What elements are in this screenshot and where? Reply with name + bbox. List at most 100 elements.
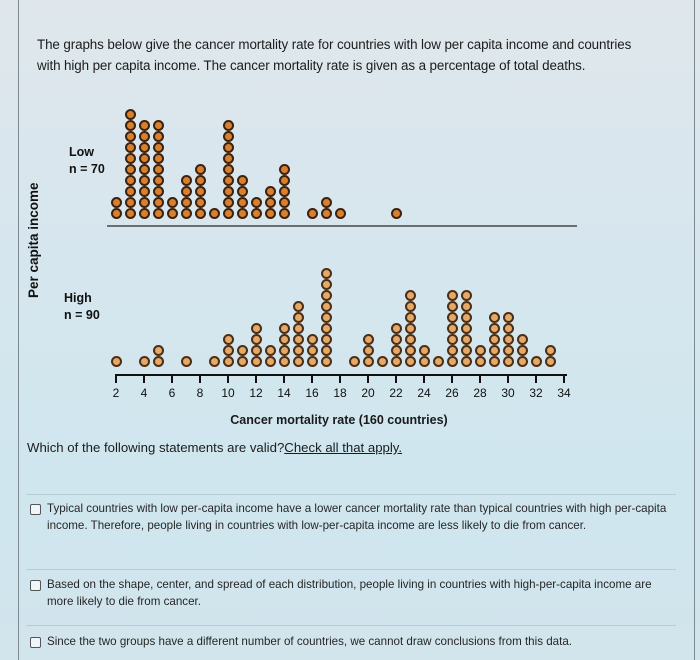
option-3[interactable]: Since the two groups have a different nu… xyxy=(30,633,670,650)
data-dot xyxy=(320,267,332,279)
question-text: Which of the following statements are va… xyxy=(27,440,285,455)
data-dot xyxy=(530,355,542,367)
data-dot xyxy=(488,344,500,356)
data-dot xyxy=(138,163,150,175)
x-tick xyxy=(311,374,313,383)
data-dot xyxy=(194,185,206,197)
data-dot xyxy=(446,333,458,345)
data-dot xyxy=(124,108,136,120)
x-tick xyxy=(143,374,145,383)
frame-border-right xyxy=(694,0,695,660)
data-dot xyxy=(152,130,164,142)
data-dot xyxy=(250,322,262,334)
option-3-checkbox[interactable] xyxy=(30,637,41,648)
data-dot xyxy=(320,278,332,290)
data-dot xyxy=(138,207,150,219)
low-group-name: Low xyxy=(69,145,94,159)
data-dot xyxy=(432,355,444,367)
x-axis-label: Cancer mortality rate (160 countries) xyxy=(0,413,700,427)
x-tick-label: 12 xyxy=(249,386,263,400)
data-dot xyxy=(460,355,472,367)
data-dot xyxy=(320,355,332,367)
data-dot xyxy=(222,333,234,345)
data-dot xyxy=(502,311,514,323)
data-dot xyxy=(516,344,528,356)
data-dot xyxy=(152,355,164,367)
data-dot xyxy=(152,185,164,197)
data-dot xyxy=(250,355,262,367)
data-dot xyxy=(194,174,206,186)
data-dot xyxy=(222,119,234,131)
data-dot xyxy=(152,196,164,208)
x-tick xyxy=(367,374,369,383)
data-dot xyxy=(124,119,136,131)
data-dot xyxy=(138,185,150,197)
data-dot xyxy=(306,355,318,367)
data-dot xyxy=(166,207,178,219)
data-dot xyxy=(446,311,458,323)
data-dot xyxy=(278,185,290,197)
data-dot xyxy=(390,355,402,367)
option-2-text: Based on the shape, center, and spread o… xyxy=(47,578,652,608)
divider xyxy=(26,625,676,626)
x-tick-label: 4 xyxy=(140,386,148,400)
option-1-checkbox[interactable] xyxy=(30,504,41,515)
data-dot xyxy=(152,207,164,219)
option-2-checkbox[interactable] xyxy=(30,580,41,591)
x-tick-label: 34 xyxy=(557,386,571,400)
data-dot xyxy=(278,333,290,345)
option-1[interactable]: Typical countries with low per-capita in… xyxy=(30,500,670,534)
data-dot xyxy=(264,185,276,197)
data-dot xyxy=(124,130,136,142)
data-dot xyxy=(404,322,416,334)
data-dot xyxy=(236,196,248,208)
data-dot xyxy=(292,344,304,356)
data-dot xyxy=(152,344,164,356)
data-dot xyxy=(278,344,290,356)
data-dot xyxy=(404,333,416,345)
data-dot xyxy=(446,322,458,334)
data-dot xyxy=(222,355,234,367)
data-dot xyxy=(446,355,458,367)
data-dot xyxy=(390,333,402,345)
x-tick xyxy=(339,374,341,383)
x-tick-label: 2 xyxy=(112,386,120,400)
data-dot xyxy=(152,152,164,164)
x-tick-label: 26 xyxy=(445,386,459,400)
data-dot xyxy=(124,174,136,186)
data-dot xyxy=(516,333,528,345)
data-dot xyxy=(320,344,332,356)
data-dot xyxy=(460,300,472,312)
data-dot xyxy=(488,322,500,334)
frame-border-left xyxy=(18,0,19,660)
option-2[interactable]: Based on the shape, center, and spread o… xyxy=(30,576,670,610)
data-dot xyxy=(460,333,472,345)
data-dot xyxy=(138,196,150,208)
data-dot xyxy=(194,207,206,219)
data-dot xyxy=(152,174,164,186)
data-dot xyxy=(320,207,332,219)
data-dot xyxy=(110,355,122,367)
data-dot xyxy=(376,355,388,367)
data-dot xyxy=(166,196,178,208)
data-dot xyxy=(124,185,136,197)
data-dot xyxy=(264,207,276,219)
data-dot xyxy=(180,174,192,186)
data-dot xyxy=(152,163,164,175)
data-dot xyxy=(418,344,430,356)
option-1-text: Typical countries with low per-capita in… xyxy=(47,502,667,532)
dot-plot xyxy=(110,108,556,367)
divider xyxy=(26,494,676,495)
data-dot xyxy=(138,141,150,153)
data-dot xyxy=(502,355,514,367)
data-dot xyxy=(138,130,150,142)
data-dot xyxy=(138,355,150,367)
x-tick-label: 28 xyxy=(473,386,487,400)
data-dot xyxy=(222,344,234,356)
data-dot xyxy=(194,163,206,175)
data-dot xyxy=(124,196,136,208)
data-dot xyxy=(320,311,332,323)
data-dot xyxy=(222,207,234,219)
data-dot xyxy=(278,163,290,175)
data-dot xyxy=(474,355,486,367)
